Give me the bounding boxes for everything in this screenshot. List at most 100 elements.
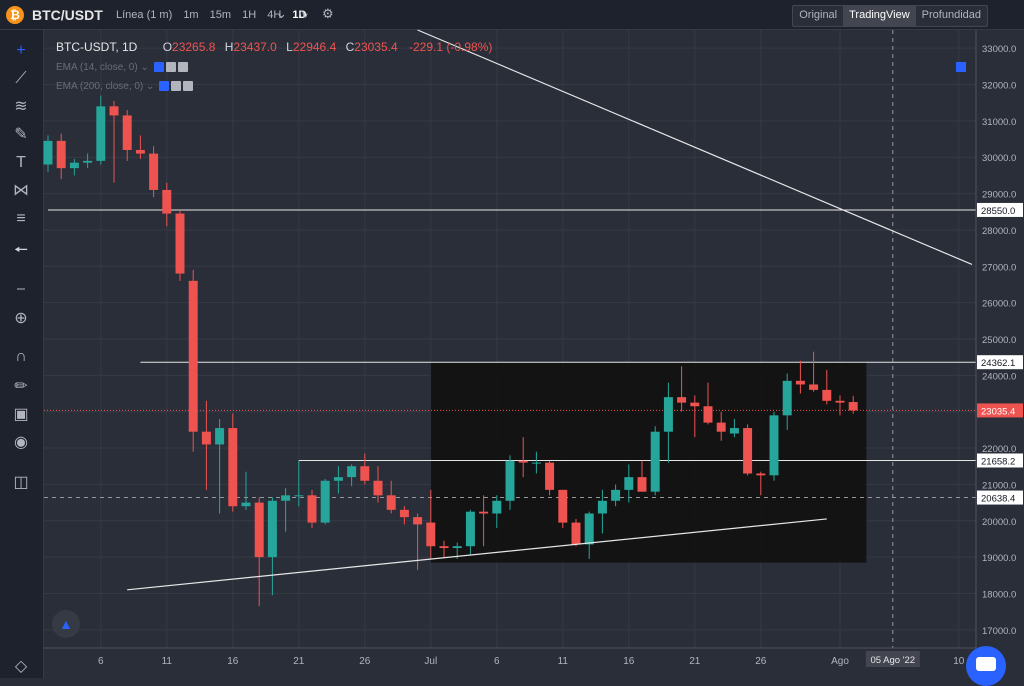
candle-up bbox=[452, 546, 462, 549]
price-label-text: 24362.1 bbox=[981, 358, 1015, 369]
crosshair-time-badge bbox=[865, 651, 920, 667]
close-icon[interactable] bbox=[177, 62, 188, 73]
gear-icon[interactable] bbox=[171, 81, 182, 92]
trash-icon[interactable]: ◫ bbox=[13, 474, 29, 491]
lock-pencil-icon[interactable]: ✏ bbox=[14, 378, 28, 395]
x-tick-label: 21 bbox=[293, 656, 305, 667]
candle-down bbox=[690, 402, 700, 407]
candle-down bbox=[716, 422, 726, 432]
trend-line bbox=[417, 29, 973, 266]
top-toolbar: ₿ BTC/USDT Línea (1 m) 1m 15m 1H 4H 1D ⌄… bbox=[0, 0, 1024, 30]
candle-up bbox=[333, 477, 343, 481]
x-tick-label: 11 bbox=[558, 656, 569, 667]
measure-range-icon[interactable]: ≡ bbox=[16, 210, 26, 227]
candle-up bbox=[83, 160, 93, 163]
candle-down bbox=[571, 522, 581, 545]
magnet-icon[interactable]: ∩ bbox=[15, 348, 27, 365]
save-icon[interactable] bbox=[956, 62, 966, 72]
eye-icon[interactable] bbox=[153, 62, 164, 73]
lock-icon[interactable]: ▣ bbox=[13, 406, 29, 423]
y-tick-label: 33000.0 bbox=[982, 44, 1016, 55]
bitcoin-icon: ₿ bbox=[6, 6, 24, 24]
candle-up bbox=[281, 495, 291, 501]
legend-open: 23265.8 bbox=[172, 40, 216, 54]
eye-icon[interactable]: ◉ bbox=[14, 434, 28, 451]
ruler-icon[interactable]: ⎯ bbox=[16, 280, 25, 297]
y-tick-label: 18000.0 bbox=[982, 589, 1016, 600]
candle-down bbox=[109, 106, 119, 116]
arrow-left-icon[interactable]: 🠔 bbox=[13, 242, 28, 259]
candle-down bbox=[677, 397, 687, 403]
price-axis[interactable] bbox=[976, 30, 1024, 678]
crosshair-icon[interactable]: + bbox=[16, 42, 26, 59]
y-tick-label: 27000.0 bbox=[982, 262, 1016, 273]
price-labels: 28550.0 24362.1 23035.4 21658.2 20638.4 bbox=[977, 202, 1023, 505]
chart-type-selector[interactable]: Línea (1 m) bbox=[116, 9, 173, 21]
price-label-badge bbox=[977, 403, 1023, 418]
candle-up bbox=[650, 431, 660, 492]
interval-4h[interactable]: 4H bbox=[267, 9, 282, 21]
candle-down bbox=[809, 384, 819, 390]
chart-legend: BTC-USDT, 1D O23265.8 H23437.0 L22946.4 … bbox=[56, 40, 493, 54]
price-label-text: 28550.0 bbox=[981, 206, 1015, 217]
pitchfork-icon[interactable]: ≋ bbox=[14, 98, 28, 115]
candle-down bbox=[399, 509, 409, 518]
interval-1h[interactable]: 1H bbox=[242, 9, 257, 21]
candle-up bbox=[294, 495, 304, 497]
candle-down bbox=[201, 431, 211, 445]
y-tick-label: 31000.0 bbox=[982, 117, 1016, 128]
candle-down bbox=[822, 389, 832, 401]
trend-line-icon[interactable]: ⟋ bbox=[15, 70, 27, 87]
y-tick-label: 25000.0 bbox=[982, 335, 1016, 346]
candle-up bbox=[531, 462, 541, 464]
pair-title[interactable]: BTC/USDT bbox=[32, 7, 103, 23]
x-tick-label: 26 bbox=[755, 656, 767, 667]
candle-down bbox=[307, 495, 317, 523]
chevron-down-icon[interactable]: ⌄ bbox=[276, 6, 287, 21]
text-icon[interactable]: T bbox=[16, 154, 26, 171]
y-tick-label: 19000.0 bbox=[982, 553, 1016, 564]
eye-icon[interactable] bbox=[159, 81, 170, 92]
price-label-badge bbox=[977, 202, 1023, 217]
candle-down bbox=[426, 522, 436, 547]
chat-support-icon[interactable] bbox=[966, 646, 1006, 686]
ema-14-label: EMA (14, close, 0) bbox=[56, 62, 138, 73]
gear-icon[interactable]: ⚙ bbox=[322, 6, 334, 21]
candle-up bbox=[215, 428, 225, 445]
close-icon[interactable] bbox=[183, 81, 194, 92]
view-depth[interactable]: Profundidad bbox=[921, 9, 981, 21]
interval-15m[interactable]: 15m bbox=[209, 9, 232, 21]
candle-down bbox=[122, 115, 132, 150]
candle-down bbox=[373, 480, 383, 496]
candle-down bbox=[413, 517, 423, 525]
candle-down bbox=[545, 462, 555, 490]
ema-14-indicator[interactable]: EMA (14, close, 0) ⌄ bbox=[56, 62, 188, 73]
x-tick-label: 26 bbox=[359, 656, 371, 667]
x-tick-label: 10 bbox=[953, 656, 965, 667]
candle-down bbox=[479, 511, 489, 514]
pattern-icon[interactable]: ⋈ bbox=[13, 182, 29, 199]
candles bbox=[43, 95, 858, 607]
interval-1m[interactable]: 1m bbox=[183, 9, 199, 21]
candle-down bbox=[149, 153, 159, 190]
view-tradingview[interactable]: TradingView bbox=[843, 6, 916, 26]
interval-1d[interactable]: 1D bbox=[292, 9, 307, 21]
gear-icon[interactable] bbox=[165, 62, 176, 73]
ema-200-indicator[interactable]: EMA (200, close, 0) ⌄ bbox=[56, 81, 194, 92]
candle-down bbox=[162, 189, 172, 214]
tradingview-logo-icon[interactable]: ▲ bbox=[52, 610, 80, 638]
time-axis[interactable] bbox=[44, 648, 976, 678]
y-tick-label: 29000.0 bbox=[982, 190, 1016, 201]
indicator-wave-icon[interactable]: ∿ bbox=[298, 6, 309, 21]
layers-icon[interactable]: ◇ bbox=[14, 658, 28, 675]
y-tick-label: 21000.0 bbox=[982, 480, 1016, 491]
y-tick-label: 32000.0 bbox=[982, 81, 1016, 92]
zoom-in-icon[interactable]: ⊕ bbox=[14, 310, 28, 327]
candle-up bbox=[505, 460, 515, 501]
y-tick-label: 26000.0 bbox=[982, 299, 1016, 310]
ema-200-label: EMA (200, close, 0) bbox=[56, 81, 144, 92]
x-tick-label: 21 bbox=[689, 656, 701, 667]
view-original[interactable]: Original bbox=[799, 9, 838, 21]
brush-icon[interactable]: ✎ bbox=[14, 126, 28, 143]
